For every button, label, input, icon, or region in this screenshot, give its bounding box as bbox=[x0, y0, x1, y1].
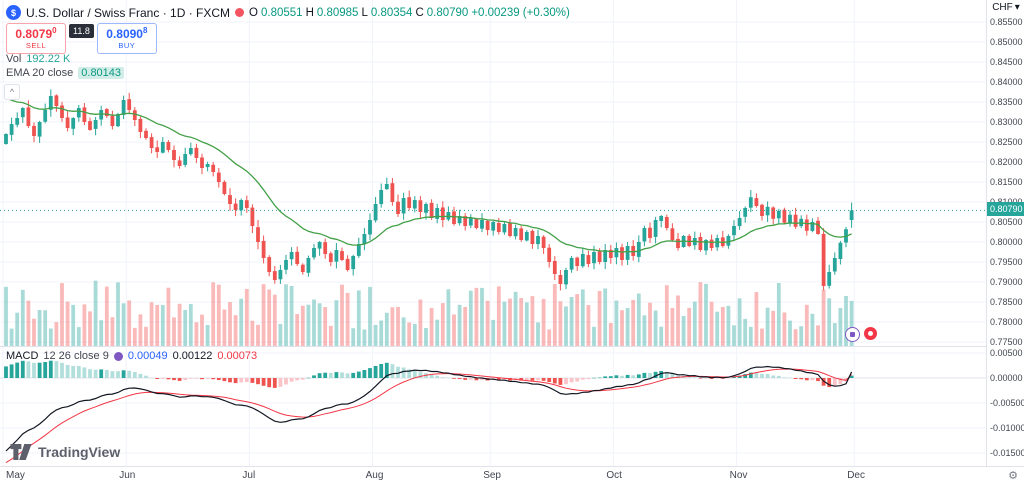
collapse-legend-button[interactable]: ^ bbox=[4, 84, 20, 100]
sell-price-sup: 0 bbox=[52, 26, 57, 35]
chevron-down-icon: ▾ bbox=[1014, 2, 1020, 13]
macd-tick-label: 0.00500 bbox=[990, 348, 1023, 358]
ema-label: EMA 20 close bbox=[6, 67, 74, 79]
price-tick-label: 0.85500 bbox=[990, 17, 1023, 27]
sell-button[interactable]: 0.80790 SELL bbox=[6, 23, 66, 55]
time-axis-month-label: Dec bbox=[847, 470, 865, 481]
sticker-icon-2[interactable] bbox=[864, 327, 877, 340]
indicator-icon bbox=[113, 351, 123, 361]
time-axis-month-label: Nov bbox=[729, 470, 748, 481]
open-label: O bbox=[249, 6, 258, 19]
buy-price: 0.8090 bbox=[106, 27, 143, 41]
symbol-title: U.S. Dollar / Swiss Franc · 1D · FXCM bbox=[26, 5, 231, 20]
price-tick-label: 0.80000 bbox=[990, 237, 1023, 247]
price-tick-label: 0.77500 bbox=[990, 337, 1023, 347]
open-value: 0.80551 bbox=[260, 6, 303, 19]
change-value: +0.00239 (+0.30%) bbox=[471, 6, 570, 19]
price-tick-label: 0.79500 bbox=[990, 257, 1023, 267]
buy-label: BUY bbox=[118, 40, 136, 50]
sticker-icon-1[interactable] bbox=[845, 327, 860, 342]
time-axis-month-label: Aug bbox=[365, 470, 384, 481]
time-axis[interactable]: May Jun Jul Aug Sep Oct Nov Dec ⚙ bbox=[0, 466, 1024, 483]
price-tick-label: 0.84500 bbox=[990, 57, 1023, 67]
spread-label: 11.8 bbox=[69, 24, 94, 38]
time-axis-month-label: May bbox=[6, 470, 25, 481]
buy-price-sup: 8 bbox=[142, 26, 148, 35]
macd-hist-value: 0.00049 bbox=[127, 350, 168, 362]
symbol-legend[interactable]: $ U.S. Dollar / Swiss Franc · 1D · FXCM … bbox=[6, 5, 570, 20]
time-axis-month-label: Jun bbox=[119, 470, 136, 481]
macd-tick-label: 0.00000 bbox=[990, 373, 1023, 383]
price-tick-label: 0.82500 bbox=[990, 137, 1023, 147]
price-tick-label: 0.81000 bbox=[990, 197, 1023, 207]
price-tick-label: 0.83000 bbox=[990, 117, 1023, 127]
volume-legend[interactable]: Vol 192.22 K bbox=[6, 53, 70, 65]
gear-icon[interactable]: ⚙ bbox=[1008, 470, 1018, 482]
sell-price: 0.8079 bbox=[15, 27, 53, 41]
close-value: 0.80790 bbox=[426, 6, 469, 19]
volume-label: Vol bbox=[6, 53, 22, 65]
market-status-icon[interactable] bbox=[235, 8, 245, 17]
sticker-badges bbox=[845, 327, 877, 342]
macd-line-value: 0.00122 bbox=[172, 350, 213, 362]
ema-legend[interactable]: EMA 20 close 0.80143 bbox=[6, 67, 125, 79]
macd-label: MACD bbox=[6, 350, 39, 362]
macd-legend[interactable]: MACD 12 26 close 9 0.00049 0.00122 0.000… bbox=[6, 350, 257, 362]
price-tick-label: 0.80500 bbox=[990, 217, 1023, 227]
time-axis-month-label: Sep bbox=[483, 470, 501, 481]
low-value: 0.80354 bbox=[370, 6, 413, 19]
macd-signal-value: 0.00073 bbox=[217, 350, 258, 362]
high-value: 0.80985 bbox=[316, 6, 359, 19]
volume-value: 192.22 K bbox=[26, 53, 71, 65]
currency-selector[interactable]: CHF ▾ bbox=[987, 2, 1024, 13]
macd-pane[interactable] bbox=[0, 346, 986, 467]
buy-button[interactable]: 0.80908 BUY bbox=[96, 23, 157, 55]
sell-label: SELL bbox=[25, 40, 47, 50]
trade-widget: 0.80790 SELL 11.8 0.80908 BUY bbox=[6, 23, 157, 55]
symbol-logo-icon: $ bbox=[6, 5, 21, 20]
last-price-label: 0.80790 bbox=[987, 202, 1024, 217]
price-tick-label: 0.78500 bbox=[990, 297, 1023, 307]
tradingview-logo-text: TradingView bbox=[38, 444, 121, 460]
low-label: L bbox=[361, 6, 368, 19]
price-tick-label: 0.84000 bbox=[990, 77, 1023, 87]
tradingview-logo[interactable]: TradingView bbox=[10, 444, 120, 460]
high-label: H bbox=[305, 6, 314, 19]
time-axis-month-label: Jul bbox=[242, 470, 256, 481]
price-tick-label: 0.83500 bbox=[990, 97, 1023, 107]
macd-tick-label: -0.01500 bbox=[990, 448, 1024, 458]
macd-tick-label: -0.00500 bbox=[990, 398, 1024, 408]
macd-tick-label: -0.01000 bbox=[990, 423, 1024, 433]
ohlc-values: O 0.80551 H 0.80985 L 0.80354 C 0.80790 +0.0… bbox=[249, 7, 570, 19]
ema-value: 0.80143 bbox=[78, 67, 125, 79]
collapse-icon: ^ bbox=[9, 87, 15, 97]
time-axis-month-label: Oct bbox=[606, 470, 622, 481]
main-chart-pane[interactable] bbox=[0, 0, 986, 346]
price-tick-label: 0.81500 bbox=[990, 177, 1023, 187]
close-label: C bbox=[415, 6, 424, 19]
currency-label: CHF bbox=[992, 2, 1013, 13]
price-tick-label: 0.82000 bbox=[990, 157, 1023, 167]
tradingview-logo-icon bbox=[10, 444, 32, 460]
price-tick-label: 0.78000 bbox=[990, 317, 1023, 327]
price-tick-label: 0.85000 bbox=[990, 37, 1023, 47]
price-axis[interactable]: CHF ▾ 0.80790 0.85500 0.85000 0.84500 0.840… bbox=[986, 0, 1024, 466]
price-tick-label: 0.79000 bbox=[990, 277, 1023, 287]
macd-params: 12 26 close 9 bbox=[43, 350, 109, 362]
